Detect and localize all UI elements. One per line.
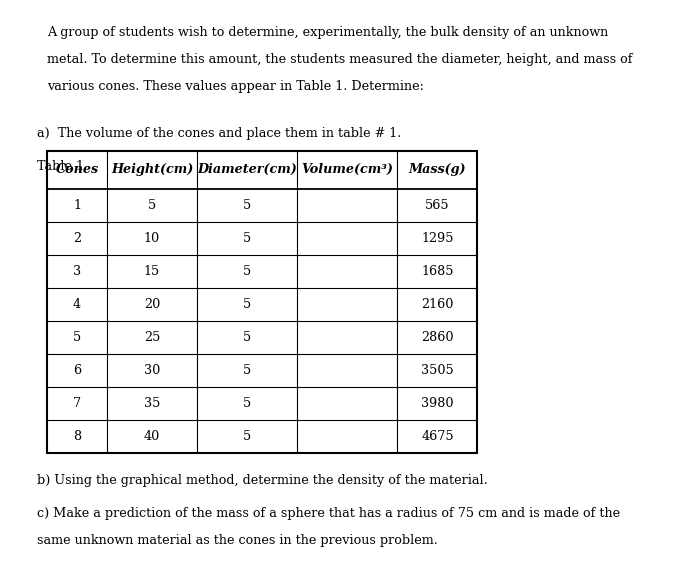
Text: 5: 5 [243, 265, 251, 278]
Text: Diameter(cm): Diameter(cm) [197, 164, 297, 176]
Text: Volume(cm³): Volume(cm³) [301, 164, 393, 176]
Text: Cones: Cones [55, 164, 99, 176]
Text: Height(cm): Height(cm) [111, 164, 193, 176]
Text: 4: 4 [73, 298, 81, 311]
Text: 7: 7 [73, 397, 81, 410]
Text: 5: 5 [73, 331, 81, 344]
Text: Table 1: Table 1 [37, 160, 84, 173]
Text: 2: 2 [73, 232, 81, 245]
Text: same unknown material as the cones in the previous problem.: same unknown material as the cones in th… [37, 534, 437, 548]
Text: 5: 5 [148, 199, 156, 212]
Text: 5: 5 [243, 364, 251, 377]
Text: 1: 1 [73, 199, 81, 212]
Text: 35: 35 [144, 397, 160, 410]
Text: 3505: 3505 [421, 364, 454, 377]
Text: 5: 5 [243, 430, 251, 442]
Text: 5: 5 [243, 199, 251, 212]
Text: 30: 30 [144, 364, 160, 377]
Text: 565: 565 [425, 199, 450, 212]
Text: 4675: 4675 [421, 430, 454, 442]
Text: 6: 6 [73, 364, 81, 377]
Text: 5: 5 [243, 397, 251, 410]
Text: 8: 8 [73, 430, 81, 442]
Text: 5: 5 [243, 331, 251, 344]
Text: 2860: 2860 [421, 331, 454, 344]
Text: Mass(g): Mass(g) [408, 164, 466, 176]
Text: 25: 25 [144, 331, 160, 344]
Text: 3: 3 [73, 265, 81, 278]
Text: 20: 20 [144, 298, 160, 311]
Text: 2160: 2160 [422, 298, 453, 311]
Text: 1295: 1295 [421, 232, 454, 245]
Text: 3980: 3980 [421, 397, 454, 410]
Text: 15: 15 [144, 265, 160, 278]
Text: 5: 5 [243, 298, 251, 311]
Text: 5: 5 [243, 232, 251, 245]
Text: c) Make a prediction of the mass of a sphere that has a radius of 75 cm and is m: c) Make a prediction of the mass of a sp… [37, 507, 620, 520]
Text: metal. To determine this amount, the students measured the diameter, height, and: metal. To determine this amount, the stu… [47, 53, 632, 66]
Text: various cones. These values appear in Table 1. Determine:: various cones. These values appear in Ta… [47, 80, 424, 93]
Text: 1685: 1685 [421, 265, 454, 278]
Text: 40: 40 [144, 430, 160, 442]
Text: 10: 10 [144, 232, 160, 245]
Text: a)  The volume of the cones and place them in table # 1.: a) The volume of the cones and place the… [37, 127, 401, 140]
Bar [47, 151, 477, 453]
Text: A group of students wish to determine, experimentally, the bulk density of an un: A group of students wish to determine, e… [47, 26, 608, 39]
Text: b) Using the graphical method, determine the density of the material.: b) Using the graphical method, determine… [37, 474, 487, 487]
